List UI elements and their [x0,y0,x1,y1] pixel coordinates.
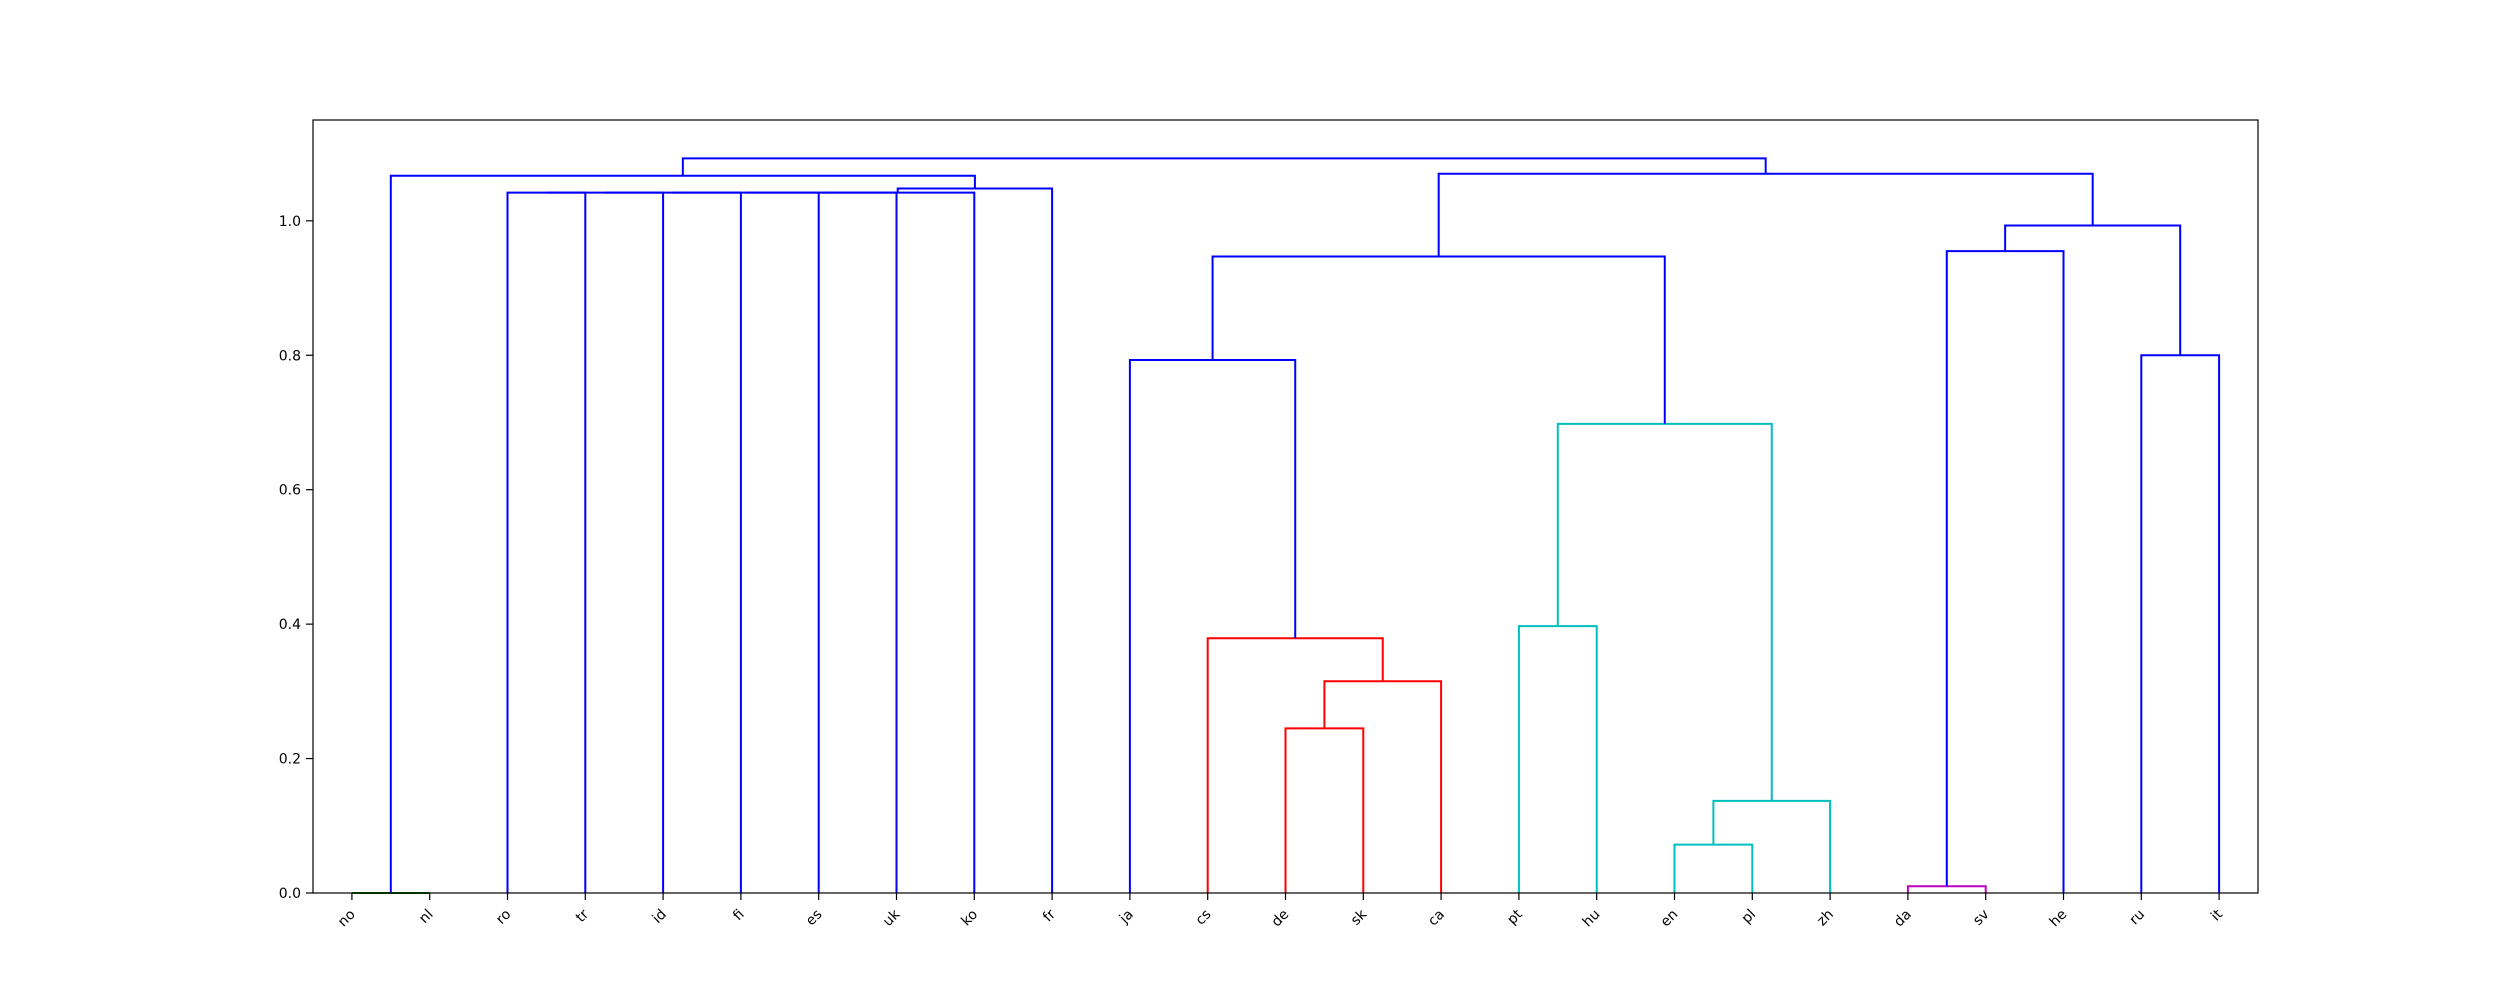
dendrogram-link-da-sv-he [1945,250,2065,893]
dendrogram-link-ro-ko-fr [896,187,1054,893]
y-tick-label: 0.4 [279,617,301,633]
dendrogram-link-ja-zh-da-it [1437,172,2094,257]
dendrogram-links [351,157,2221,894]
y-tick-label: 0.2 [279,752,301,768]
y-tick-label: 0.0 [279,886,301,902]
y-tick-label: 0.6 [279,483,301,499]
y-tick-label: 1.0 [279,214,301,230]
dendrogram-link-ru-it [2140,354,2221,893]
y-tick-label: 0.8 [279,348,301,364]
dendrogram-link-ro-uk-ko [821,191,976,893]
dendrogram-link-pt-hu-en-pl-zh [1556,422,1773,801]
y-axis: 0.0 0.2 0.4 0.6 0.8 1.0 [279,214,313,902]
dendrogram-link-no-fr-ja-it [681,157,1767,176]
